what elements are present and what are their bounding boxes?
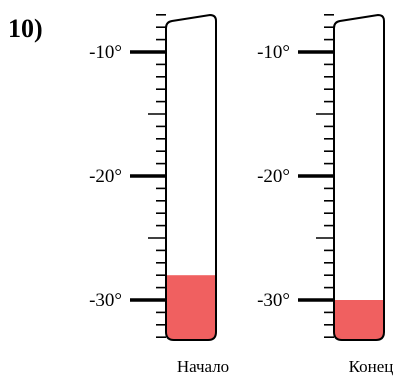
thermometer-tube xyxy=(165,13,217,341)
thermometer-1: -10° -20° -30° Начало xyxy=(89,13,229,376)
tick-label: -10° xyxy=(89,42,122,63)
thermometer-tube xyxy=(333,13,385,341)
tick-label: -30° xyxy=(257,290,290,311)
tick-label: -10° xyxy=(257,42,290,63)
thermometer-2: -10° -20° -30° Конец xyxy=(257,13,394,376)
thermometer-caption: Конец xyxy=(349,357,394,376)
thermometer-caption: Начало xyxy=(177,357,229,376)
thermometer-liquid xyxy=(334,300,384,340)
tick-label: -20° xyxy=(89,166,122,187)
tick-label: -30° xyxy=(89,290,122,311)
tick-label: -20° xyxy=(257,166,290,187)
problem-number: 10) xyxy=(8,14,43,43)
thermometer-liquid xyxy=(166,275,216,340)
